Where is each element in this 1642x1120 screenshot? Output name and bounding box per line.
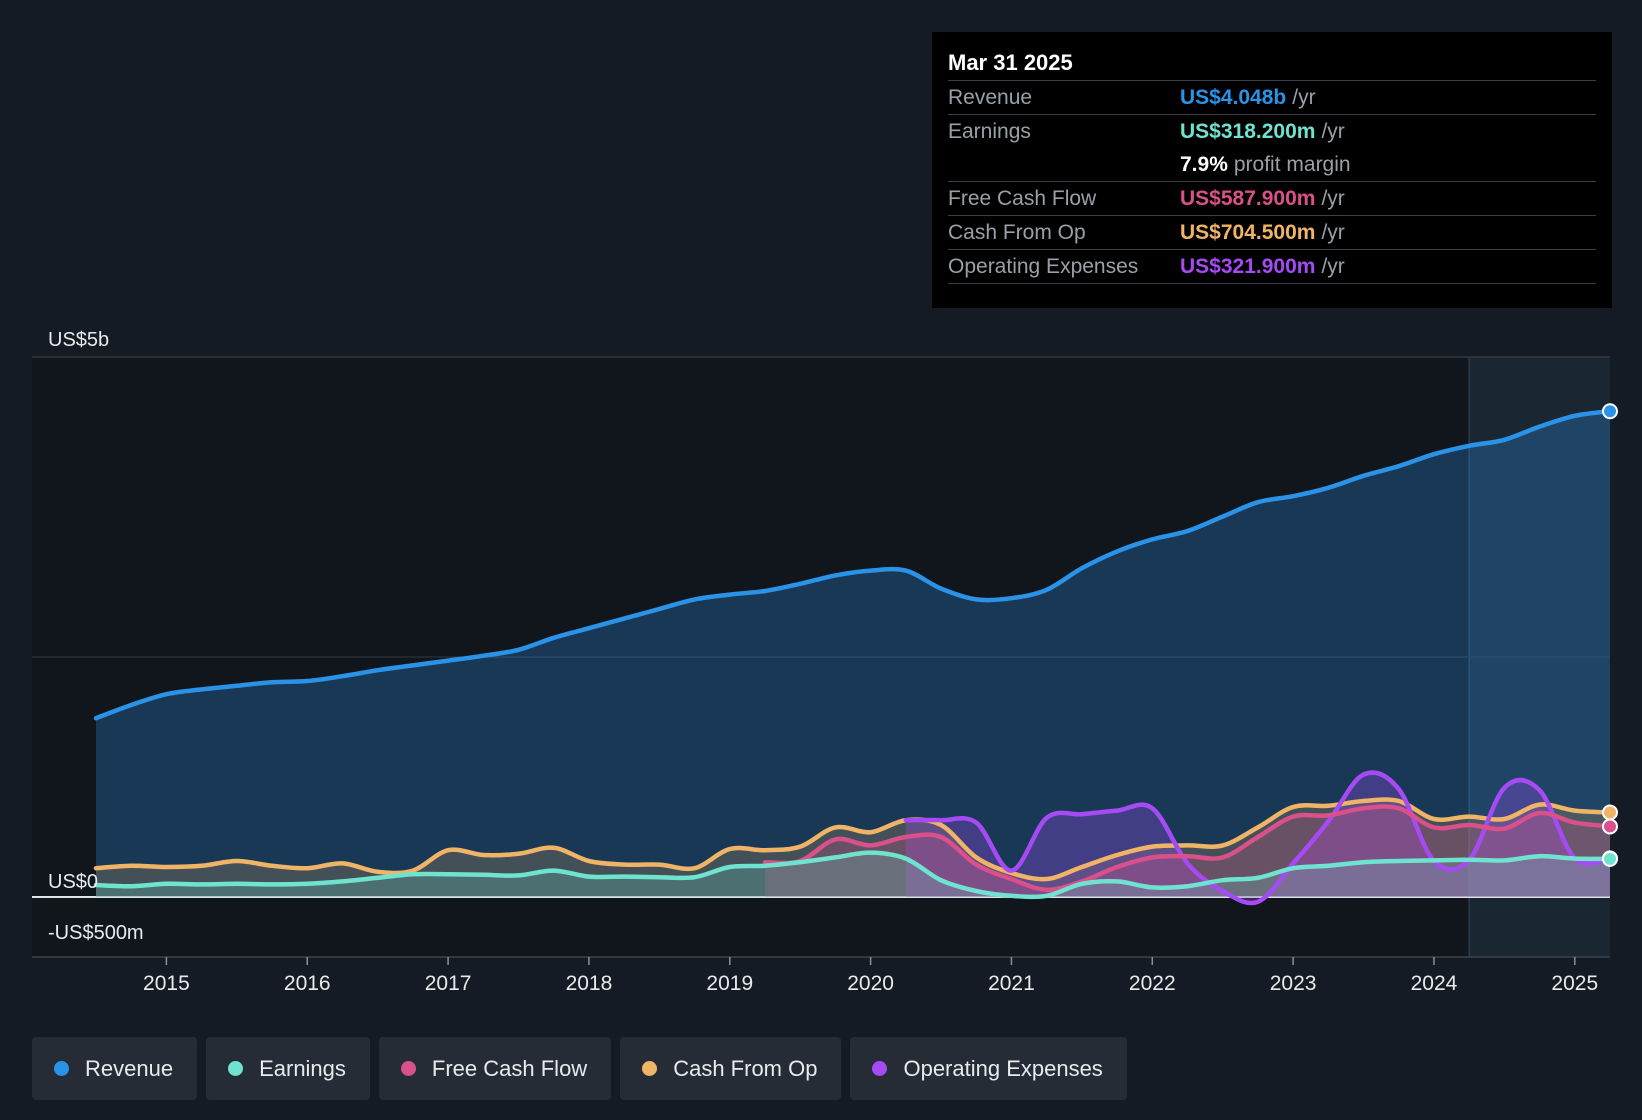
gridlines <box>32 356 1610 958</box>
tooltip-label: Operating Expenses <box>948 255 1139 278</box>
area-opex <box>905 772 1610 904</box>
tooltip-value: US$321.900m <box>1180 255 1316 278</box>
series-lines <box>93 408 1613 906</box>
area-fcf <box>765 806 1610 897</box>
tooltip-unit: profit margin <box>1233 153 1351 176</box>
tooltip-unit: /yr <box>1321 255 1345 278</box>
x-tick-label: 2015 <box>143 972 190 995</box>
tooltip-unit: /yr <box>1321 187 1345 210</box>
x-tick-label: 2023 <box>1270 972 1317 995</box>
tooltip-unit: /yr <box>1321 120 1345 143</box>
axis-labels: US$5b US$0 -US$500m 2015 2016 2017 2018 2019 202… <box>48 329 1598 995</box>
y-tick-label: -US$500m <box>48 922 144 944</box>
tooltip-date: Mar 31 2025 <box>948 46 1596 81</box>
line-revenue <box>93 408 1613 721</box>
tooltip-unit: /yr <box>1321 221 1345 244</box>
tooltip-label <box>948 148 1180 181</box>
tooltip-row-margin: 7.9% profit margin <box>948 148 1596 182</box>
tooltip-row-revenue: Revenue US$4.048b /yr <box>948 81 1596 115</box>
x-tick-label: 2017 <box>425 972 472 995</box>
end-marker-fcf <box>1602 818 1618 835</box>
end-marker-revenue <box>1602 403 1618 420</box>
tooltip-row-cfo: Cash From Op US$704.500m /yr <box>948 216 1596 250</box>
legend-dot-icon <box>400 1061 416 1076</box>
x-tick-label: 2024 <box>1411 972 1458 995</box>
legend-item-revenue[interactable]: Revenue <box>32 1037 198 1100</box>
tooltip-row-fcf: Free Cash Flow US$587.900m /yr <box>948 182 1596 216</box>
end-marker-earnings <box>1602 850 1618 867</box>
tooltip-label: Cash From Op <box>948 221 1086 244</box>
legend-label: Earnings <box>259 1055 346 1081</box>
end-markers <box>1602 403 1618 867</box>
tooltip-value: US$704.500m <box>1180 221 1316 244</box>
tooltip-panel: Mar 31 2025 Revenue US$4.048b /yr Earnin… <box>932 32 1612 308</box>
x-tick-label: 2020 <box>847 972 894 995</box>
x-tick-label: 2025 <box>1551 972 1598 995</box>
tooltip-value: US$318.200m <box>1180 120 1316 143</box>
legend-dot-icon <box>228 1061 244 1076</box>
x-tick-label: 2019 <box>706 972 753 995</box>
tooltip-label: Earnings <box>948 120 1031 143</box>
x-tick-label: 2022 <box>1129 972 1176 995</box>
legend-label: Revenue <box>85 1055 174 1081</box>
legend-dot-icon <box>642 1061 658 1076</box>
legend-label: Operating Expenses <box>903 1055 1103 1081</box>
legend-item-free-cash-flow[interactable]: Free Cash Flow <box>378 1037 612 1100</box>
tooltip-value: 7.9% <box>1180 153 1228 176</box>
area-earnings <box>96 852 1610 897</box>
end-marker-cfo <box>1602 804 1618 821</box>
x-tick-label: 2016 <box>284 972 331 995</box>
tooltip-value: US$587.900m <box>1180 187 1316 210</box>
line-earnings <box>93 850 1613 900</box>
tooltip-label: Revenue <box>948 86 1033 109</box>
legend-label: Cash From Op <box>673 1055 818 1081</box>
tooltip-row-opex: Operating Expenses US$321.900m /yr <box>948 250 1596 284</box>
legend-label: Free Cash Flow <box>431 1055 588 1081</box>
line-cfo <box>93 797 1613 882</box>
x-tick-label: 2021 <box>988 972 1035 995</box>
legend-item-cash-from-op[interactable]: Cash From Op <box>620 1037 842 1100</box>
legend-dot-icon <box>872 1061 888 1076</box>
legend-dot-icon <box>54 1061 69 1076</box>
area-revenue <box>96 411 1610 897</box>
tooltip-row-earnings: Earnings US$318.200m /yr <box>948 115 1596 148</box>
tooltip-value: US$4.048b <box>1180 86 1287 109</box>
y-tick-label: US$0 <box>48 871 98 893</box>
tooltip-unit: /yr <box>1292 86 1316 109</box>
x-tick-label: 2018 <box>566 972 613 995</box>
legend-item-operating-expenses[interactable]: Operating Expenses <box>850 1037 1127 1100</box>
legend-item-earnings[interactable]: Earnings <box>206 1037 370 1100</box>
y-tick-label: US$5b <box>48 329 109 351</box>
tooltip-label: Free Cash Flow <box>948 187 1097 210</box>
legend: Revenue Earnings Free Cash Flow Cash Fro… <box>32 1037 1127 1100</box>
